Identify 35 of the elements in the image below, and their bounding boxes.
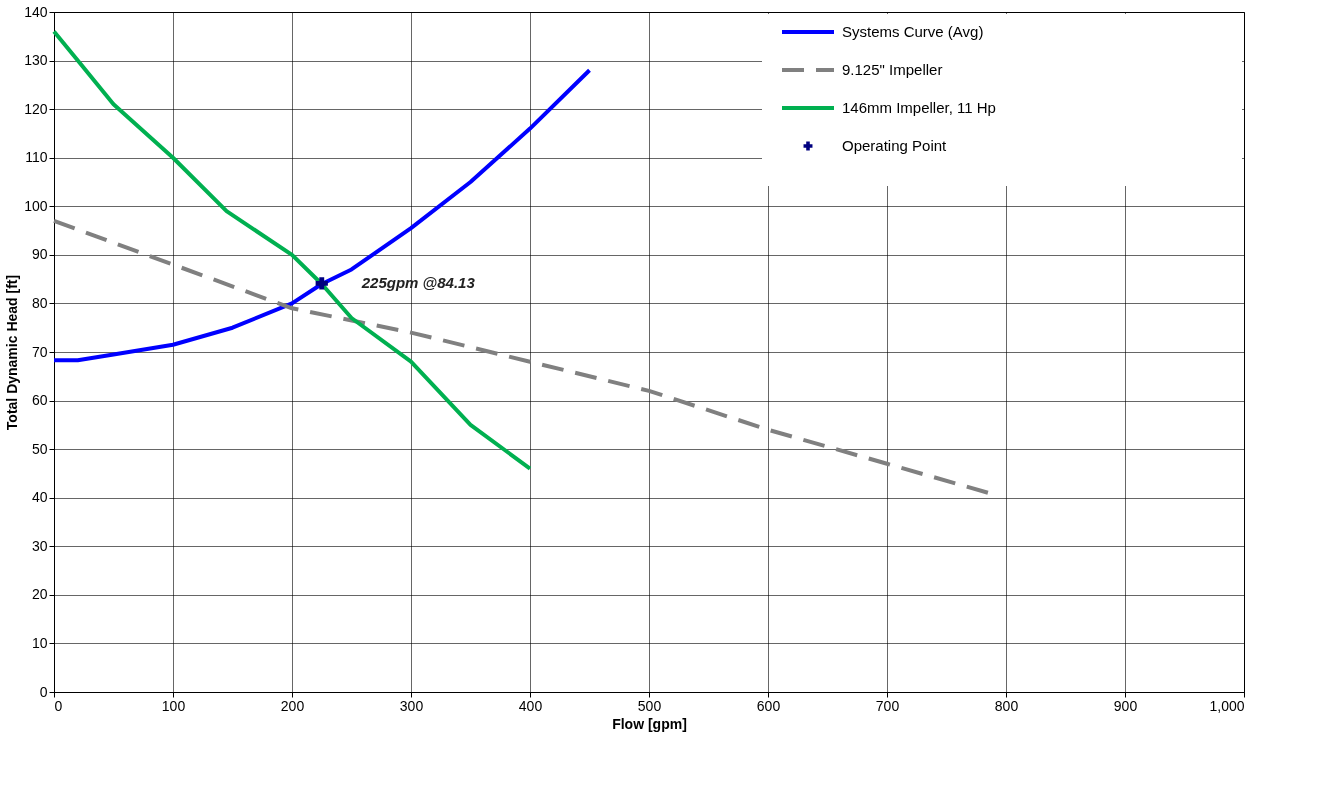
x-tick-label: 200 (280, 697, 305, 714)
y-tick-label: 100 (24, 197, 48, 214)
x-tick-label: 900 (1113, 697, 1138, 714)
line-series (52, 218, 991, 495)
y-tick-label: 60 (31, 392, 48, 409)
x-tick-label: 300 (399, 697, 424, 714)
x-tick-label: 700 (875, 697, 900, 714)
line-series (52, 68, 592, 363)
x-axis-title: Flow [gpm] (612, 715, 687, 732)
x-tick-label: 0 (54, 697, 63, 714)
y-axis-title: Total Dynamic Head [ft] (4, 274, 21, 431)
x-tick-label: 600 (756, 697, 781, 714)
x-tick-label: 800 (994, 697, 1019, 714)
x-tick-label: 400 (518, 697, 543, 714)
y-tick-label: 80 (31, 294, 48, 311)
x-tick-label: 1,000 (1209, 697, 1245, 714)
legend-label: Operating Point (842, 137, 948, 154)
line-series (52, 29, 532, 471)
y-tick-label: 140 (24, 3, 48, 20)
y-tick-label: 130 (24, 52, 48, 69)
legend-label: Systems Curve (Avg) (842, 23, 984, 40)
y-tick-label: 90 (31, 246, 48, 263)
legend-label: 146mm Impeller, 11 Hp (842, 99, 996, 116)
y-tick-label: 110 (25, 149, 48, 166)
y-tick-label: 10 (31, 634, 48, 651)
y-tick-label: 0 (39, 683, 48, 700)
legend-label: 9.125" Impeller (842, 61, 943, 78)
x-tick-label: 100 (161, 697, 186, 714)
y-tick-label: 30 (31, 537, 48, 554)
y-tick-label: 40 (31, 489, 48, 506)
x-tick-label: 500 (637, 697, 662, 714)
y-tick-label: 70 (31, 343, 48, 360)
y-tick-label: 120 (24, 100, 48, 117)
y-tick-label: 50 (31, 440, 48, 457)
y-tick-label: 20 (31, 586, 48, 603)
